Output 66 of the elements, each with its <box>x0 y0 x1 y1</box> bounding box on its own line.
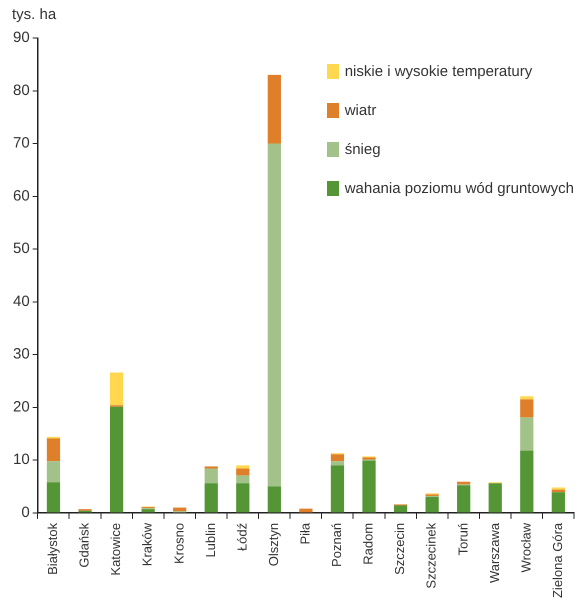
bar <box>520 396 534 400</box>
bar <box>362 457 376 460</box>
bar <box>204 466 218 469</box>
x-tick-label: Wrocław <box>518 522 534 572</box>
x-tick-label: Radom <box>360 522 376 565</box>
legend-label: wahania poziomu wód gruntowych <box>344 180 574 197</box>
x-tick-label: Gdańsk <box>76 522 92 568</box>
bar <box>552 490 565 492</box>
x-tick-label: Katowice <box>108 522 124 576</box>
y-tick-label: 80 <box>12 82 30 99</box>
y-tick-label: 30 <box>12 346 30 363</box>
x-tick-label: Krosno <box>171 522 186 564</box>
bar <box>46 482 60 512</box>
y-axis-title: tys. ha <box>12 6 56 23</box>
x-tick-label: Poznań <box>329 522 344 567</box>
bar <box>236 475 250 484</box>
x-tick-label: Szczecin <box>392 522 408 575</box>
y-tick-label: 20 <box>12 398 30 416</box>
bar <box>457 482 470 484</box>
bar <box>142 509 155 512</box>
bar <box>330 454 344 462</box>
y-tick-label: 60 <box>12 187 30 204</box>
y-tick-label: 0 <box>21 504 30 521</box>
bar <box>520 450 534 512</box>
bar <box>236 465 250 469</box>
x-tick-label: Szczecinek <box>424 522 439 589</box>
bar <box>552 492 565 512</box>
y-tick-label: 40 <box>12 292 30 310</box>
y-tick-label: 10 <box>12 451 30 468</box>
bar <box>299 508 313 512</box>
bar <box>268 74 281 144</box>
legend-label: śnieg <box>344 141 381 158</box>
x-tick-label: Kraków <box>140 522 155 566</box>
bar <box>394 505 408 512</box>
bar <box>362 460 376 512</box>
legend-label: wiatr <box>344 102 376 119</box>
x-tick-label: Piła <box>297 522 312 545</box>
bar <box>268 144 281 486</box>
bar <box>520 399 534 418</box>
bar <box>330 465 344 512</box>
x-tick-label: Białystok <box>45 522 60 575</box>
bar <box>110 372 124 406</box>
bar <box>425 497 439 512</box>
x-tick-label: Olsztyn <box>266 522 281 566</box>
x-tick-label: Łódź <box>234 522 250 552</box>
bar <box>173 508 186 512</box>
bar <box>268 486 281 512</box>
bar <box>236 468 250 476</box>
x-tick-label: Zielona Góra <box>550 522 565 598</box>
bar <box>46 461 60 482</box>
y-tick-label: 70 <box>12 134 30 152</box>
bar <box>520 417 534 451</box>
bar <box>488 483 502 512</box>
x-tick-label: Warszawa <box>486 522 502 584</box>
y-tick-label: 90 <box>12 29 30 46</box>
bar <box>204 483 218 512</box>
x-tick-label: Toruń <box>455 522 470 556</box>
bar <box>330 461 344 466</box>
bar <box>110 406 124 512</box>
bar <box>457 485 470 512</box>
bar <box>46 438 60 462</box>
legend-label: niskie i wysokie temperatury <box>344 63 532 80</box>
x-tick-label: Lublin <box>202 522 218 558</box>
y-tick-label: 50 <box>12 240 30 258</box>
bar <box>204 468 218 484</box>
bar <box>236 483 250 512</box>
